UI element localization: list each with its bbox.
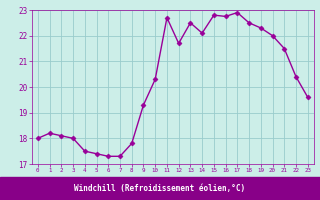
Text: Windchill (Refroidissement éolien,°C): Windchill (Refroidissement éolien,°C) [75,184,245,193]
